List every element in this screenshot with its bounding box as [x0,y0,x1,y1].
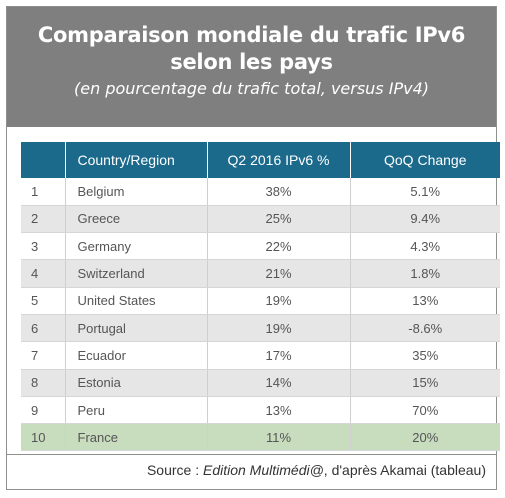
ipv6-cell: 38% [207,178,351,206]
ipv6-cell: 17% [207,341,351,370]
rank-cell: 5 [21,287,66,315]
country-cell: United States [65,287,208,315]
rank-cell: 9 [21,396,66,425]
title-banner: Comparaison mondiale du trafic IPv6 selo… [7,7,496,127]
table-row: 2 Greece 25% 9.4% [21,205,500,234]
ipv6-cell: 19% [207,287,351,315]
ipv6-cell: 22% [207,232,351,261]
footer-divider [7,454,496,455]
table-row-highlighted: 10 France 11% 20% [21,423,500,452]
country-cell: Estonia [65,369,208,397]
change-cell: 13% [350,287,500,315]
ipv6-cell: 14% [207,369,351,397]
ipv6-cell: 13% [207,396,351,425]
country-column-header: Country/Region [65,142,208,178]
page-subtitle: (en pourcentage du trafic total, versus … [74,79,429,98]
rank-cell: 10 [21,423,66,452]
ipv6-column-header: Q2 2016 IPv6 % [207,142,351,178]
rank-cell: 3 [21,232,66,261]
title-line-2: selon les pays [170,50,333,74]
source-suffix: , d'après Akamai (tableau) [323,462,486,478]
change-cell: 9.4% [350,205,500,234]
source-caption: Source : Edition Multimédi@, d'après Aka… [147,462,486,478]
table-row: 5 United States 19% 13% [21,287,500,315]
rank-cell: 8 [21,369,66,397]
rank-column-header [21,142,66,178]
infographic-frame: Comparaison mondiale du trafic IPv6 selo… [6,6,500,490]
change-cell: 4.3% [350,232,500,261]
change-cell: 15% [350,369,500,397]
country-cell: Greece [65,205,208,234]
country-cell: Portugal [65,314,208,343]
change-cell: 1.8% [350,259,500,288]
change-cell: 20% [350,423,500,452]
source-publication: Edition Multimédi@ [202,462,324,478]
country-cell: Belgium [65,178,208,206]
ipv6-traffic-table: Country/Region Q2 2016 IPv6 % QoQ Change… [21,142,500,452]
change-cell: 5.1% [350,178,500,206]
ipv6-cell: 19% [207,314,351,343]
change-cell: 70% [350,396,500,425]
page-title: Comparaison mondiale du trafic IPv6 selo… [7,22,496,76]
change-column-header: QoQ Change [384,152,467,168]
country-cell: France [65,423,208,452]
table-header-row: Country/Region Q2 2016 IPv6 % QoQ Change [21,142,500,178]
ipv6-cell: 25% [207,205,351,234]
change-cell: 35% [350,341,500,370]
table-row: 8 Estonia 14% 15% [21,369,500,397]
country-cell: Peru [65,396,208,425]
rank-cell: 4 [21,259,66,288]
source-prefix: Source : [146,462,203,478]
rank-cell: 2 [21,205,66,234]
rank-cell: 7 [21,341,66,370]
table-row: 6 Portugal 19% -8.6% [21,314,500,343]
country-cell: Germany [65,232,208,261]
table-row: 1 Belgium 38% 5.1% [21,178,500,206]
table-row: 4 Switzerland 21% 1.8% [21,259,500,288]
ipv6-cell: 11% [207,423,351,452]
table-row: 7 Ecuador 17% 35% [21,341,500,370]
title-line-1: Comparaison mondiale du trafic IPv6 [37,23,466,47]
country-cell: Ecuador [65,341,208,370]
country-cell: Switzerland [65,259,208,288]
table-row: 9 Peru 13% 70% [21,396,500,425]
table-row: 3 Germany 22% 4.3% [21,232,500,261]
ipv6-cell: 21% [207,259,351,288]
change-cell: -8.6% [350,314,500,343]
rank-cell: 1 [21,178,66,206]
rank-cell: 6 [21,314,66,343]
